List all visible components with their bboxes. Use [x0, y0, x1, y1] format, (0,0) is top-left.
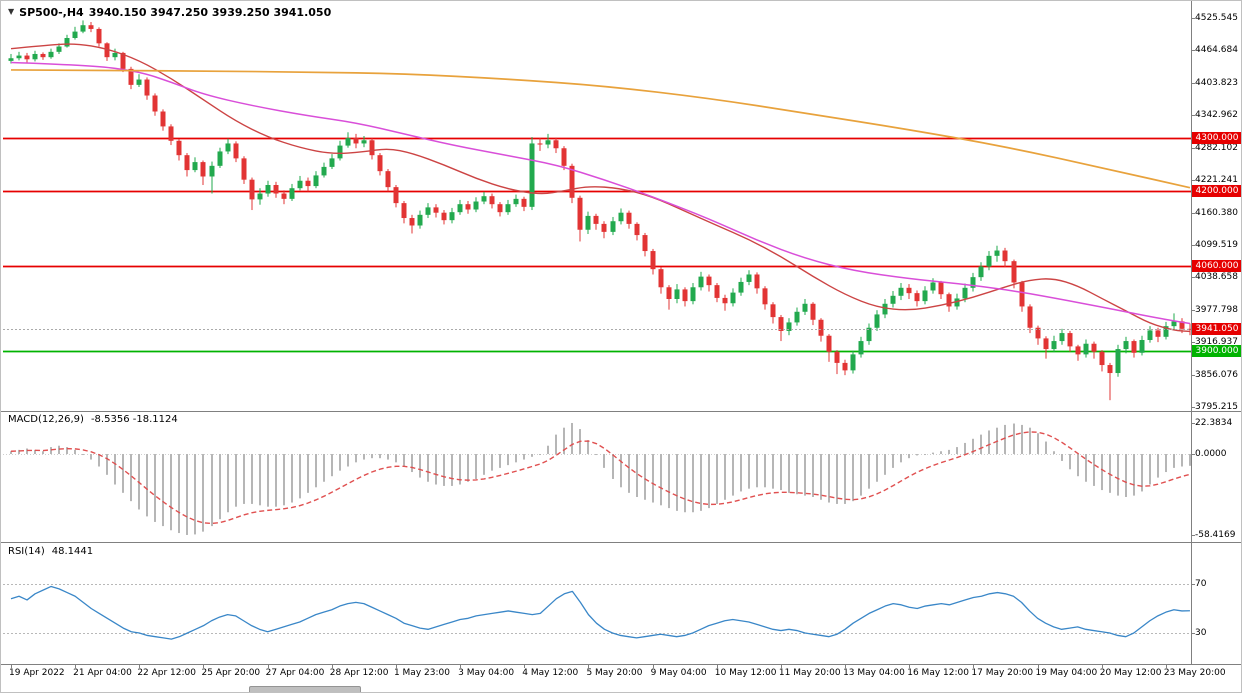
macd-values: -8.5356 -18.1124 — [90, 414, 178, 425]
expand-arrow-icon[interactable]: ▼ — [8, 7, 15, 16]
scrollbar-thumb[interactable] — [249, 686, 361, 692]
horizontal-scrollbar[interactable] — [1, 685, 1241, 692]
rsi-name: RSI(14) — [8, 546, 45, 557]
macd-name: MACD(12,26,9) — [8, 414, 84, 425]
rsi-value: 48.1441 — [51, 546, 94, 557]
symbol-timeframe-label: SP500-,H4 — [19, 6, 84, 19]
macd-indicator-label: MACD(12,26,9) -8.5356 -18.1124 — [8, 414, 178, 425]
ohlc-values: 3940.150 3947.250 3939.250 3941.050 — [88, 6, 332, 19]
chart-header: ▼ SP500-,H4 3940.150 3947.250 3939.250 3… — [8, 6, 331, 19]
rsi-indicator-label: RSI(14) 48.1441 — [8, 546, 93, 557]
